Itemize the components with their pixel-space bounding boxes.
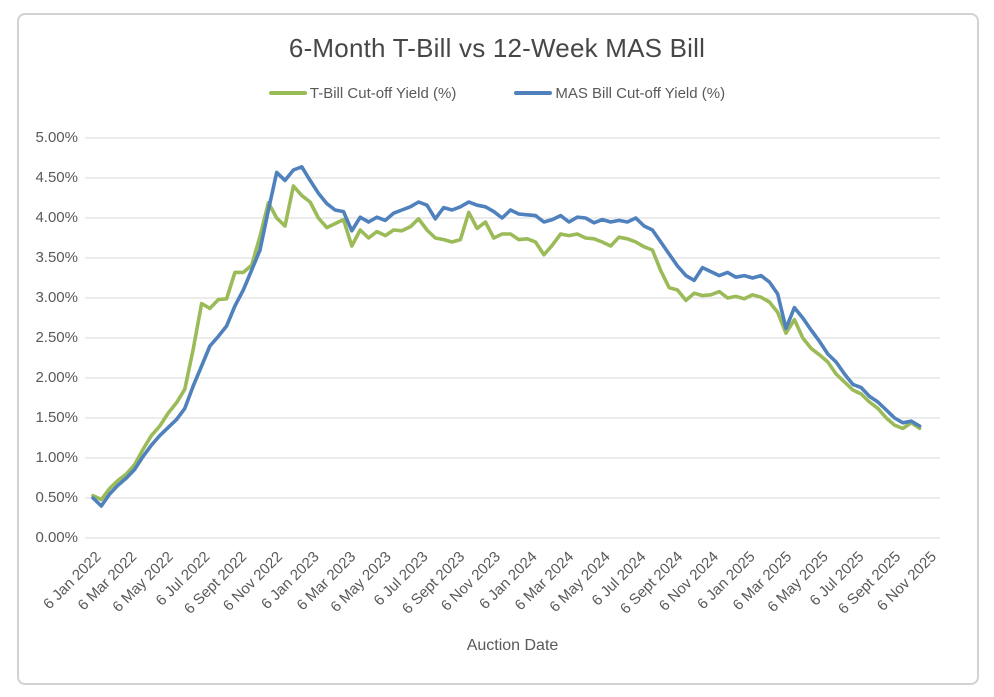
chart-title: 6-Month T-Bill vs 12-Week MAS Bill	[288, 33, 706, 63]
x-axis-title: Auction Date	[466, 637, 559, 654]
mas-line-swatch	[514, 91, 553, 95]
y-tick-label: 0.50%	[35, 489, 78, 506]
legend-item-tbill[interactable]: T-Bill Cut-off Yield (%)	[268, 84, 457, 102]
chart-frame	[17, 13, 979, 685]
y-tick-label: 1.50%	[35, 409, 78, 426]
tbill-line-swatch	[268, 91, 307, 95]
legend-label-tbill: T-Bill Cut-off Yield (%)	[309, 84, 457, 102]
tbill-series-line	[91, 184, 922, 502]
y-tick-label: 4.50%	[35, 169, 78, 186]
legend-label-mas: MAS Bill Cut-off Yield (%)	[555, 84, 726, 102]
y-tick-label: 0.00%	[35, 529, 78, 546]
y-tick-label: 5.00%	[35, 129, 78, 146]
legend: T-Bill Cut-off Yield (%) MAS Bill Cut-of…	[0, 82, 994, 104]
y-tick-label: 4.00%	[35, 209, 78, 226]
y-tick-label: 1.00%	[35, 449, 78, 466]
y-tick-label: 3.00%	[35, 289, 78, 306]
y-tick-label: 3.50%	[35, 249, 78, 266]
legend-item-mas[interactable]: MAS Bill Cut-off Yield (%)	[514, 85, 725, 102]
mas-series-line	[91, 165, 922, 508]
y-tick-label: 2.50%	[35, 329, 78, 346]
y-tick-label: 2.00%	[35, 369, 78, 386]
